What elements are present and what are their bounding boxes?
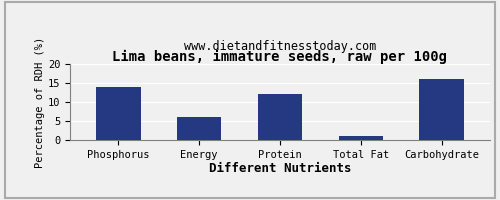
- Bar: [338, 136, 383, 140]
- Y-axis label: Percentage of RDH (%): Percentage of RDH (%): [35, 36, 45, 168]
- Bar: [96, 87, 140, 140]
- Bar: [420, 79, 464, 140]
- Title: Lima beans, immature seeds, raw per 100g: Lima beans, immature seeds, raw per 100g: [112, 50, 448, 64]
- Text: www.dietandfitnesstoday.com: www.dietandfitnesstoday.com: [184, 40, 376, 53]
- Bar: [177, 117, 222, 140]
- Bar: [258, 94, 302, 140]
- X-axis label: Different Nutrients: Different Nutrients: [209, 162, 351, 176]
